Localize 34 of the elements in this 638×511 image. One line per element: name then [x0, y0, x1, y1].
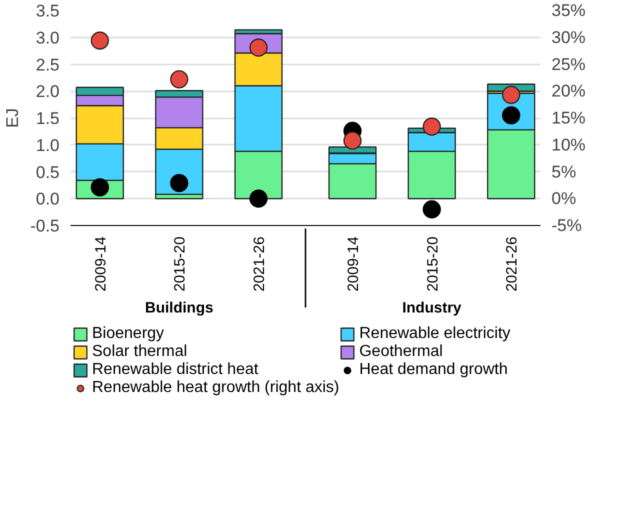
x-tick-label: 2021-26: [251, 236, 268, 292]
y-tick-label: 0.5: [36, 162, 60, 182]
y2-tick-label: -5%: [552, 216, 582, 235]
legend-label: Heat demand growth: [359, 361, 508, 379]
y-tick-label: 2.5: [36, 55, 60, 74]
y2-tick-label: 20%: [552, 82, 586, 101]
x-tick-label: 2021-26: [504, 236, 521, 292]
legend-label: Bioenergy: [92, 325, 164, 343]
y-tick-label: -0.5: [30, 216, 60, 236]
y2-tick-label: 30%: [552, 28, 586, 47]
y2-tick-label: 15%: [552, 108, 586, 128]
y-tick-label: 3.5: [36, 2, 60, 20]
y-tick-label: 1.5: [36, 109, 60, 128]
text: Buildings: [145, 300, 214, 317]
legend-label: Geothermal: [359, 343, 443, 361]
x-tick-label: 2015-20: [172, 236, 189, 292]
legend-label: Renewable heat growth (right axis): [92, 379, 340, 397]
legend-label: Solar thermal: [92, 343, 188, 361]
y-axis-title: EJ: [3, 108, 22, 128]
y2-tick-label: 5%: [552, 162, 576, 182]
legend-label: Renewable electricity: [359, 325, 510, 343]
x-tick-label: 2015-20: [424, 236, 442, 292]
y2-tick-label: 10%: [552, 135, 586, 154]
y-tick-label: 3.0: [36, 28, 60, 48]
text: Industry: [402, 300, 462, 317]
x-tick-label: 2009-14: [92, 236, 110, 292]
y-tick-label: 1.0: [36, 136, 60, 155]
y-tick-label: 2.0: [36, 82, 60, 102]
y2-tick-label: 0%: [552, 189, 576, 208]
x-tick-label: 2009-14: [345, 236, 362, 292]
y-tick-label: 0.0: [36, 190, 60, 209]
legend-label: Renewable district heat: [92, 361, 258, 379]
y2-tick-label: 25%: [552, 54, 586, 74]
y2-tick-label: 35%: [552, 1, 586, 20]
